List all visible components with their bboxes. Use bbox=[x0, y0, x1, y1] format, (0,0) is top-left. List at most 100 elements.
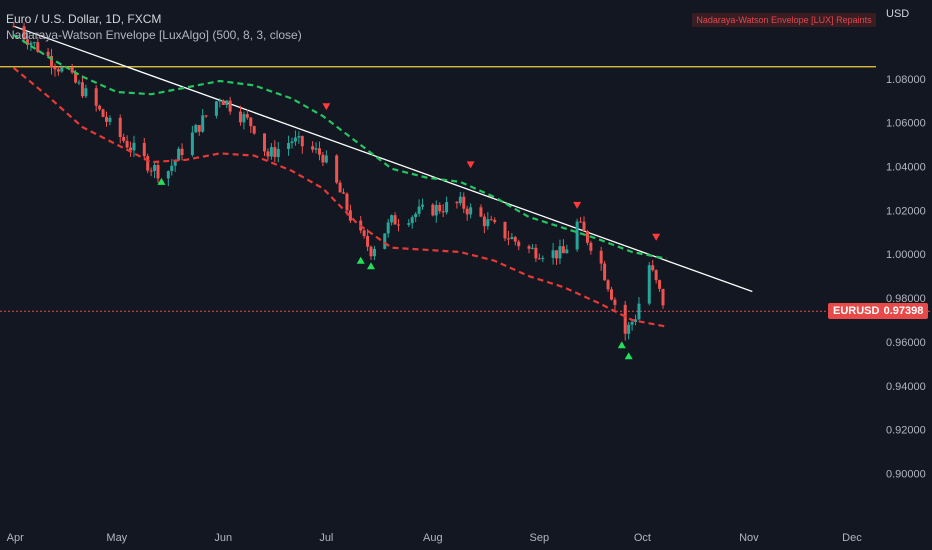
candle-body bbox=[101, 109, 105, 117]
candle-body bbox=[142, 142, 146, 157]
x-tick-label: Oct bbox=[634, 532, 651, 544]
x-tick-label: May bbox=[106, 532, 127, 544]
candle-body bbox=[324, 155, 328, 163]
candle-body bbox=[74, 72, 78, 83]
candle-body bbox=[438, 204, 442, 212]
candle-body bbox=[565, 249, 569, 254]
y-tick-label: 1.00000 bbox=[886, 249, 926, 261]
candle-body bbox=[70, 67, 74, 73]
candle-body bbox=[609, 289, 613, 300]
candle-body bbox=[335, 155, 339, 183]
candle-body bbox=[177, 148, 181, 161]
candle-body bbox=[84, 88, 88, 97]
candle-body bbox=[290, 141, 294, 144]
candle-body bbox=[603, 263, 607, 281]
sell-signal-marker bbox=[322, 103, 331, 111]
candle-body bbox=[29, 42, 33, 45]
candle-body bbox=[60, 67, 64, 72]
candle-body bbox=[293, 137, 297, 142]
candle-body bbox=[551, 250, 555, 258]
candle-body bbox=[421, 204, 425, 207]
x-tick-label: Nov bbox=[739, 532, 759, 544]
candle-body bbox=[396, 224, 400, 226]
candle-body bbox=[314, 148, 318, 150]
x-tick-label: Apr bbox=[7, 532, 24, 544]
candle-body bbox=[386, 222, 390, 234]
sell-signal-marker bbox=[466, 161, 475, 169]
candle-body bbox=[146, 156, 150, 171]
candle-body bbox=[410, 217, 414, 224]
candle-body bbox=[46, 51, 50, 56]
candle-body bbox=[77, 82, 81, 84]
y-tick-label: 0.90000 bbox=[886, 468, 926, 480]
candle-body bbox=[513, 237, 517, 242]
symbol-title[interactable]: Euro / U.S. Dollar, 1D, FXCM bbox=[6, 12, 162, 26]
currency-label: USD bbox=[886, 8, 910, 20]
upper-envelope bbox=[13, 34, 667, 260]
candle-body bbox=[575, 221, 579, 250]
candle-body bbox=[493, 219, 497, 222]
candle-body bbox=[582, 221, 586, 231]
candle-body bbox=[555, 250, 559, 259]
candle-body bbox=[249, 117, 253, 127]
candle-body bbox=[486, 219, 490, 227]
candle-body bbox=[348, 210, 352, 221]
sell-signal-marker bbox=[652, 233, 661, 241]
candle-body bbox=[458, 196, 462, 204]
candle-body bbox=[362, 230, 366, 237]
candle-body bbox=[342, 192, 346, 194]
x-tick-label: Aug bbox=[423, 532, 443, 544]
candle-body bbox=[489, 219, 493, 221]
candle-body bbox=[36, 42, 40, 52]
candle-body bbox=[273, 147, 277, 158]
x-tick-label: Jul bbox=[319, 532, 333, 544]
candle-body bbox=[225, 100, 229, 106]
candle-body bbox=[647, 265, 651, 304]
candle-body bbox=[104, 116, 108, 122]
candle-body bbox=[613, 299, 617, 305]
candle-body bbox=[661, 288, 665, 306]
y-tick-label: 1.02000 bbox=[886, 205, 926, 217]
candle-body bbox=[263, 133, 267, 152]
candle-body bbox=[390, 215, 394, 223]
indicator-label[interactable]: Nadaraya-Watson Envelope [LuxAlgo] (500,… bbox=[6, 28, 302, 42]
candle-body bbox=[479, 207, 483, 217]
last-price-tag: 0.97398 bbox=[879, 303, 928, 319]
candle-body bbox=[393, 215, 397, 225]
candle-body bbox=[129, 147, 133, 151]
candle-body bbox=[634, 319, 638, 323]
candle-body bbox=[651, 265, 655, 271]
lower-envelope bbox=[12, 67, 667, 328]
candle-body bbox=[623, 304, 627, 334]
candle-body bbox=[366, 236, 370, 247]
candle-body bbox=[311, 146, 315, 150]
candle-body bbox=[510, 237, 514, 240]
candle-body bbox=[300, 136, 304, 147]
candle-body bbox=[558, 246, 562, 259]
candle-body bbox=[431, 204, 435, 216]
candle-body bbox=[238, 111, 242, 123]
candle-body bbox=[589, 242, 593, 251]
candle-body bbox=[12, 26, 16, 28]
sell-signal-marker bbox=[573, 201, 582, 209]
candle-body bbox=[190, 132, 194, 156]
candle-body bbox=[445, 201, 449, 213]
candle-body bbox=[173, 160, 177, 166]
candle-body bbox=[245, 114, 249, 118]
buy-signal-marker bbox=[624, 352, 633, 360]
candle-body bbox=[372, 248, 376, 257]
candle-body bbox=[630, 322, 634, 325]
buy-signal-marker bbox=[157, 177, 166, 185]
y-tick-label: 0.94000 bbox=[886, 381, 926, 393]
candle-body bbox=[276, 148, 280, 158]
candle-body bbox=[345, 193, 349, 211]
candle-body bbox=[214, 101, 218, 116]
candle-body bbox=[287, 143, 291, 149]
candle-body bbox=[269, 147, 273, 157]
candle-body bbox=[414, 213, 418, 218]
candle-body bbox=[201, 115, 205, 132]
candle-body bbox=[585, 230, 589, 243]
y-tick-label: 1.06000 bbox=[886, 118, 926, 130]
